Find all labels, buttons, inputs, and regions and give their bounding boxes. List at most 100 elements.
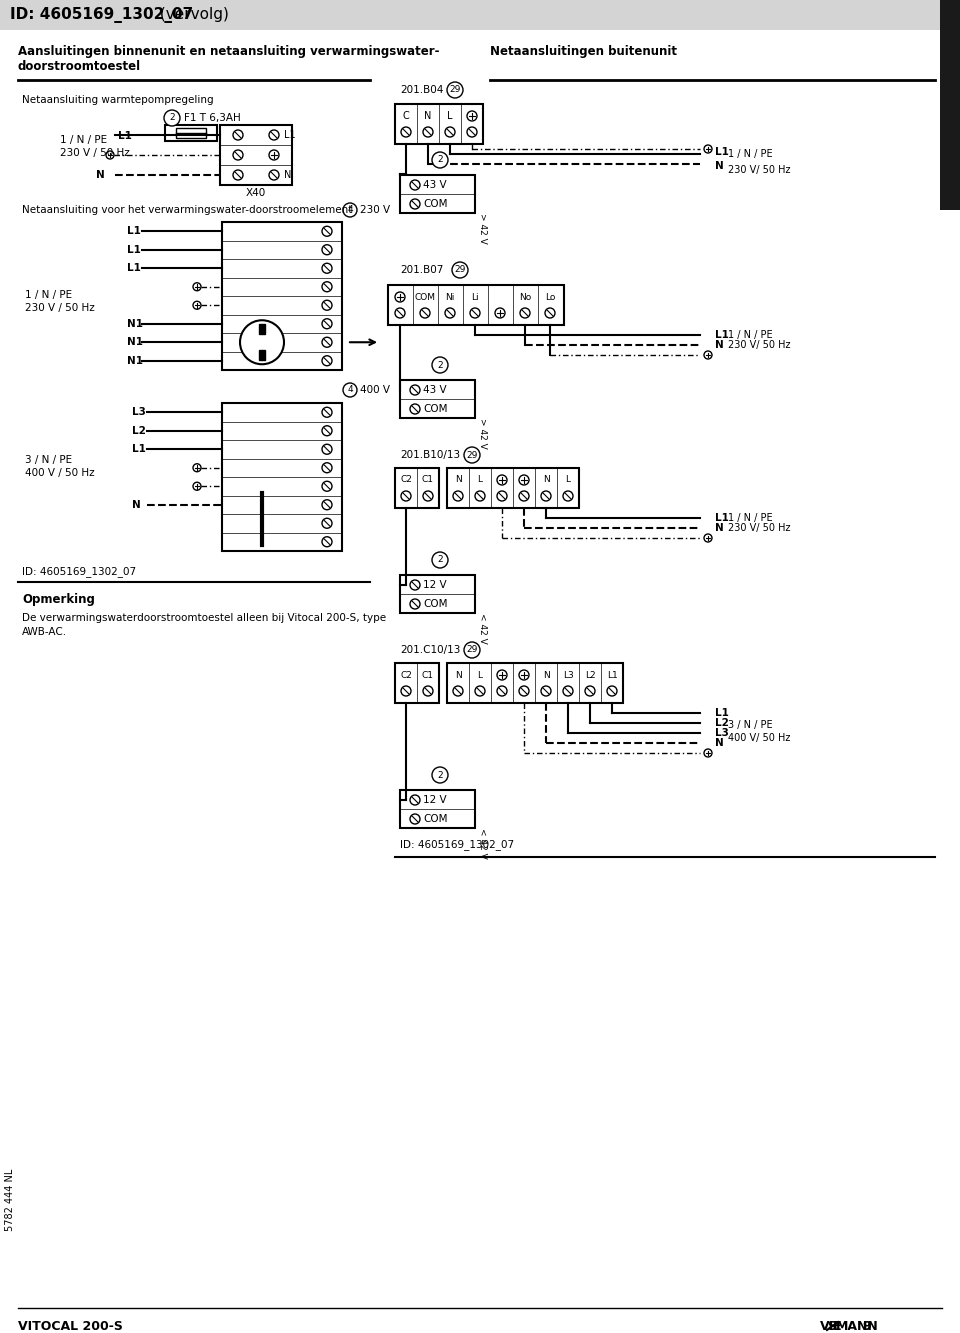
Bar xyxy=(447,663,623,702)
Text: 2: 2 xyxy=(437,360,443,369)
Circle shape xyxy=(410,385,420,395)
Text: 29: 29 xyxy=(467,451,478,460)
Text: N: N xyxy=(715,161,724,171)
Circle shape xyxy=(464,447,480,463)
Text: 400 V/ 50 Hz: 400 V/ 50 Hz xyxy=(728,733,790,742)
Circle shape xyxy=(410,814,420,824)
Text: 230 V/ 50 Hz: 230 V/ 50 Hz xyxy=(728,165,790,175)
Text: L: L xyxy=(477,476,483,484)
Text: L3: L3 xyxy=(715,728,729,738)
Text: doorstroomtoestel: doorstroomtoestel xyxy=(18,60,141,73)
Text: 12 V: 12 V xyxy=(423,794,446,805)
Text: F1 T 6,3AH: F1 T 6,3AH xyxy=(184,113,241,123)
Bar xyxy=(447,468,579,508)
Circle shape xyxy=(322,500,332,509)
Text: N: N xyxy=(542,670,549,680)
Circle shape xyxy=(519,686,529,696)
Circle shape xyxy=(410,580,420,591)
Bar xyxy=(259,324,265,335)
Bar xyxy=(395,104,483,144)
Circle shape xyxy=(423,491,433,501)
Bar xyxy=(940,0,960,211)
Text: L1: L1 xyxy=(607,670,617,680)
Circle shape xyxy=(401,127,411,137)
Text: N: N xyxy=(132,500,141,509)
Circle shape xyxy=(322,227,332,236)
Text: 400 V: 400 V xyxy=(360,385,390,395)
Text: N: N xyxy=(424,111,432,121)
Circle shape xyxy=(193,301,201,309)
Text: X40: X40 xyxy=(246,188,266,199)
Circle shape xyxy=(432,552,448,568)
Text: L2: L2 xyxy=(715,718,729,728)
Bar xyxy=(176,128,206,139)
Text: N: N xyxy=(542,476,549,484)
Circle shape xyxy=(497,686,507,696)
Text: 1 / N / PE: 1 / N / PE xyxy=(60,135,108,145)
Text: 230 V / 50 Hz: 230 V / 50 Hz xyxy=(25,303,95,313)
Text: 9: 9 xyxy=(862,1320,871,1333)
Bar xyxy=(395,468,439,508)
Text: L1: L1 xyxy=(127,263,141,273)
Text: L3: L3 xyxy=(563,670,573,680)
Bar xyxy=(0,0,960,31)
Circle shape xyxy=(164,111,180,127)
Text: N: N xyxy=(715,738,724,748)
Text: 400 V / 50 Hz: 400 V / 50 Hz xyxy=(25,468,95,479)
Circle shape xyxy=(563,491,573,501)
Text: L1: L1 xyxy=(715,147,729,157)
Text: Netaansluiting voor het verwarmingswater-doorstroomelement: Netaansluiting voor het verwarmingswater… xyxy=(22,205,352,215)
Text: 1: 1 xyxy=(945,96,956,115)
Text: N: N xyxy=(455,476,462,484)
Bar xyxy=(165,125,217,141)
Circle shape xyxy=(322,356,332,365)
Text: N1: N1 xyxy=(127,337,143,348)
Text: N: N xyxy=(715,523,724,533)
Text: L1: L1 xyxy=(127,227,141,236)
Text: VITOCAL 200-S: VITOCAL 200-S xyxy=(18,1320,123,1333)
Circle shape xyxy=(410,199,420,209)
Text: Aansluitingen binnenunit en netaansluiting verwarmingswater-: Aansluitingen binnenunit en netaansluiti… xyxy=(18,45,440,59)
Text: C2: C2 xyxy=(400,670,412,680)
Bar xyxy=(388,285,564,325)
Circle shape xyxy=(322,263,332,273)
Circle shape xyxy=(322,319,332,329)
Text: COM: COM xyxy=(423,199,447,209)
Text: L2: L2 xyxy=(585,670,595,680)
Text: 43 V: 43 V xyxy=(423,385,446,395)
Text: Opmerking: Opmerking xyxy=(22,593,95,607)
Text: 4: 4 xyxy=(348,205,353,215)
Text: L: L xyxy=(565,476,570,484)
Bar xyxy=(259,351,265,360)
Bar xyxy=(400,790,475,828)
Text: Netaansluitingen buitenunit: Netaansluitingen buitenunit xyxy=(490,45,677,59)
Circle shape xyxy=(322,300,332,311)
Text: L1: L1 xyxy=(715,708,729,718)
Circle shape xyxy=(269,131,279,140)
Circle shape xyxy=(423,127,433,137)
Text: N1: N1 xyxy=(127,356,143,365)
Text: 29: 29 xyxy=(449,85,461,95)
Circle shape xyxy=(519,491,529,501)
Bar xyxy=(400,380,475,419)
Text: > 42 V: > 42 V xyxy=(478,213,487,244)
Circle shape xyxy=(475,491,485,501)
Text: 201.B10/13: 201.B10/13 xyxy=(400,451,460,460)
Circle shape xyxy=(453,686,463,696)
Circle shape xyxy=(704,749,712,757)
Text: ID: 4605169_1302_07: ID: 4605169_1302_07 xyxy=(22,567,136,577)
Circle shape xyxy=(464,643,480,659)
Text: 1 / N / PE: 1 / N / PE xyxy=(728,149,773,159)
Circle shape xyxy=(395,308,405,319)
Circle shape xyxy=(585,686,595,696)
Text: MANN: MANN xyxy=(836,1320,878,1333)
Text: 4: 4 xyxy=(348,385,353,395)
Circle shape xyxy=(704,535,712,543)
Bar xyxy=(400,575,475,613)
Circle shape xyxy=(322,408,332,417)
Circle shape xyxy=(432,152,448,168)
Text: 201.C10/13: 201.C10/13 xyxy=(400,645,461,655)
Circle shape xyxy=(704,351,712,359)
Text: 43 V: 43 V xyxy=(423,180,446,191)
Bar xyxy=(395,663,439,702)
